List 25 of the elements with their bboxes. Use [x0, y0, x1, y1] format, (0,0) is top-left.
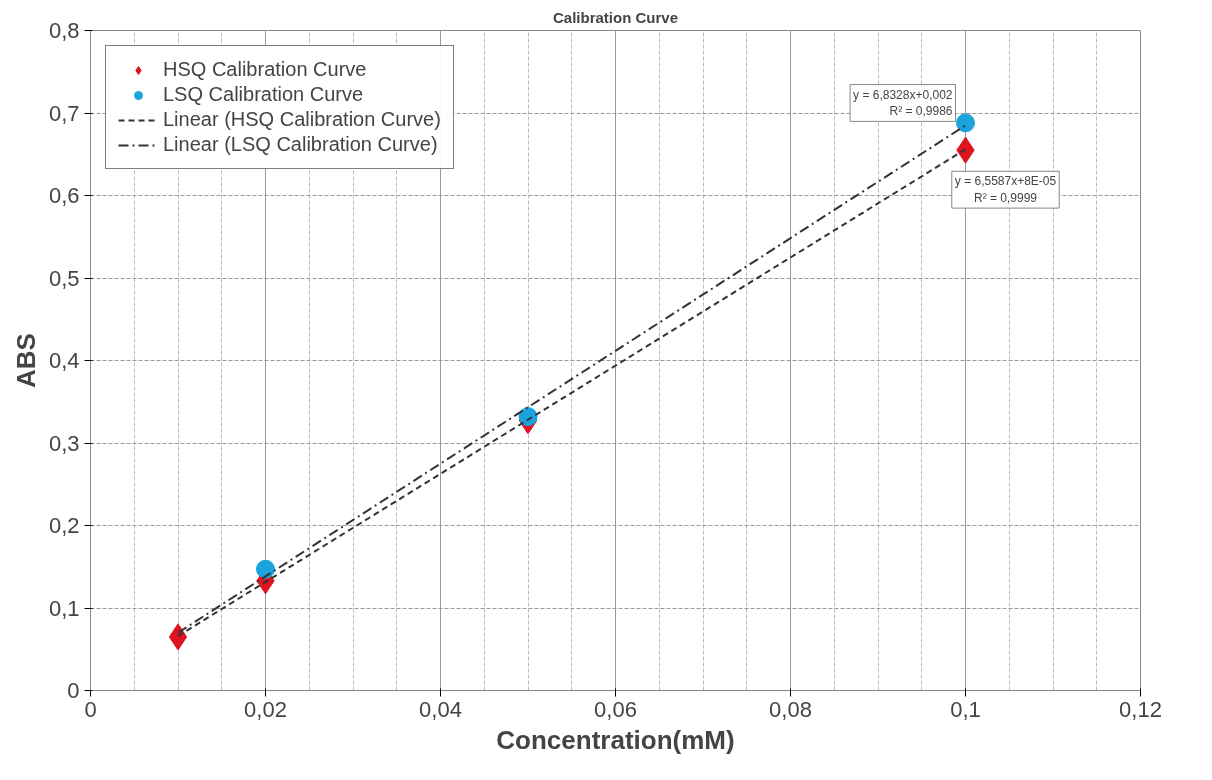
- y-axis-title: ABS: [10, 333, 41, 388]
- y-tick-label: 0: [67, 678, 80, 703]
- x-tick-label: 0,06: [594, 696, 637, 722]
- annotation: y = 6,8328x+0,002 R² = 0,9986: [853, 87, 953, 119]
- legend-label: Linear (LSQ Calibration Curve): [163, 133, 438, 156]
- annotation: y = 6,5587x+8E-05 R² = 0,9999: [954, 174, 1057, 206]
- x-tick-label: 0,12: [1119, 696, 1162, 722]
- legend-label: HSQ Calibration Curve: [163, 58, 367, 81]
- y-tick-label: 0,6: [48, 183, 80, 208]
- y-tick-label: 0,4: [48, 348, 80, 373]
- x-tick-label: 0,1: [950, 696, 981, 722]
- x-tick-label: 0,08: [769, 696, 812, 722]
- y-tick-label: 0,2: [48, 513, 80, 538]
- x-tick-label: 0: [84, 696, 97, 722]
- legend-label: Linear (HSQ Calibration Curve): [163, 108, 441, 131]
- y-tick-label: 0,5: [48, 265, 80, 291]
- chart-title: Calibration Curve: [552, 8, 679, 26]
- y-tick-label: 0,1: [48, 595, 80, 621]
- y-tick-label: 0,8: [48, 18, 80, 43]
- y-tick-label: 0,7: [48, 100, 80, 126]
- legend-label: LSQ Calibration Curve: [163, 83, 364, 106]
- x-axis-title: Concentration(mM): [496, 724, 735, 755]
- x-tick-label: 0,04: [419, 696, 462, 722]
- x-tick-label: 0,02: [244, 696, 287, 722]
- y-tick-label: 0,3: [48, 430, 80, 456]
